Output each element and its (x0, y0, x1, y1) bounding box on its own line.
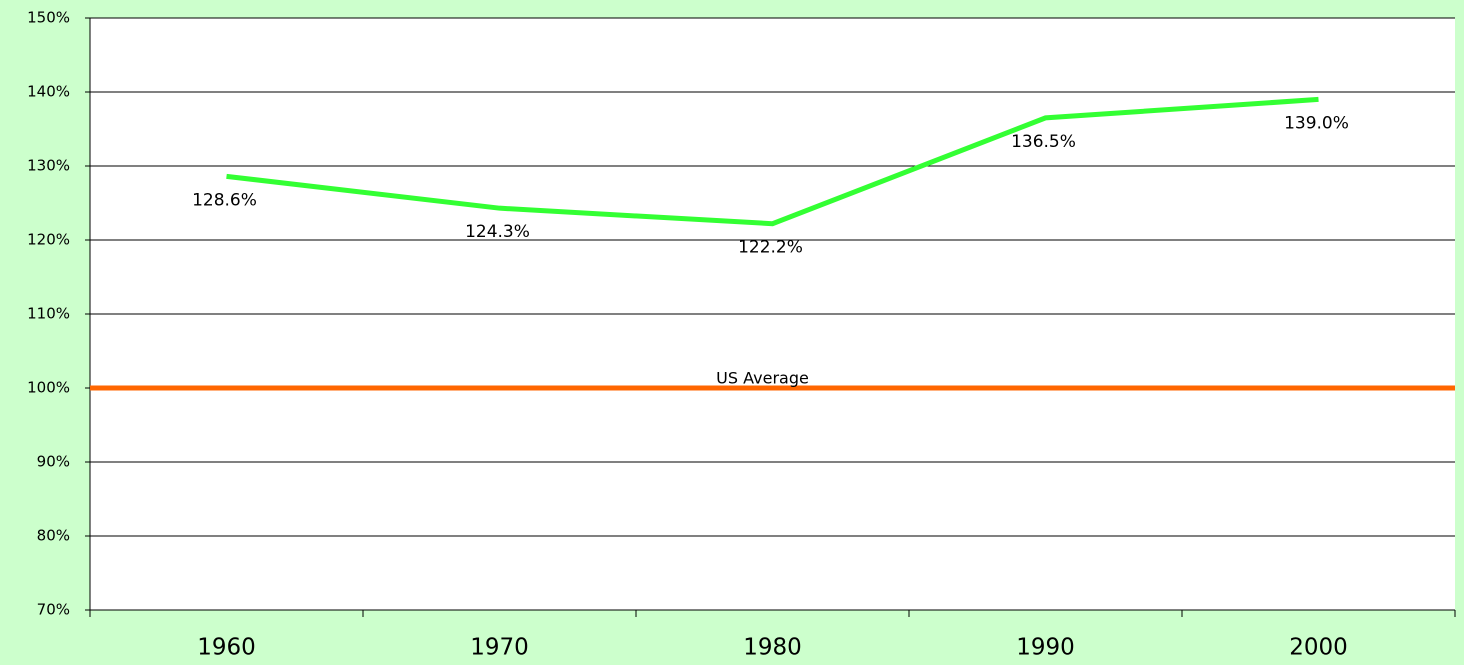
data-label: 124.3% (465, 222, 530, 242)
reference-label: US Average (716, 369, 809, 388)
line (226, 96, 1319, 227)
data-label: 136.5% (1011, 132, 1076, 152)
data-label: 128.6% (192, 190, 257, 210)
y-tick-label: 70% (37, 601, 70, 619)
y-tick-label: 130% (27, 157, 70, 175)
y-tick-label: 120% (27, 231, 70, 249)
y-tick-label: 80% (37, 527, 70, 545)
data-label: 139.0% (1284, 113, 1349, 133)
x-tick-label: 1960 (197, 635, 256, 661)
x-tick-label: 1990 (1016, 635, 1075, 661)
x-tick-label: 1970 (470, 635, 529, 661)
x-tick-label: 1980 (743, 635, 802, 661)
y-tick-label: 110% (27, 305, 70, 323)
y-tick-label: 140% (27, 83, 70, 101)
y-tick-label: 90% (37, 453, 70, 471)
data-label: 122.2% (738, 238, 803, 258)
x-tick-label: 2000 (1289, 635, 1348, 661)
y-tick-label: 150% (27, 9, 70, 27)
y-tick-label: 100% (27, 379, 70, 397)
